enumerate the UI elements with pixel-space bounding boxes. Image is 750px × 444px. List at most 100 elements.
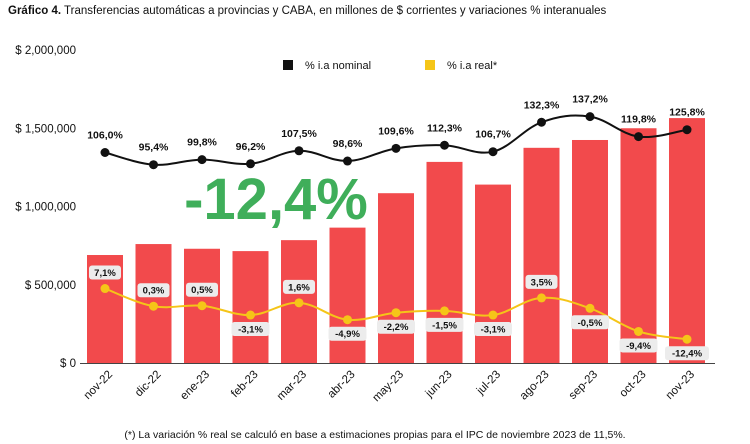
x-tick-label: dic-22 [133,369,164,400]
nominal-point [100,148,110,157]
real-data-label: -9,4% [626,341,651,352]
real-data-label-group: -3,1% [231,322,270,337]
real-data-label-box [186,282,218,297]
real-data-label-box [283,279,315,294]
real-data-label: -3,1% [238,325,263,336]
bar [572,139,608,363]
real-data-label-box [328,326,367,341]
real-data-label: 7,1% [94,268,116,279]
nominal-data-label: 125,8% [669,107,705,119]
real-data-label: 0,3% [143,286,165,297]
real-data-label-box [89,265,121,280]
real-data-label-group: -2,2% [377,319,415,334]
real-point [294,298,304,308]
nominal-point [585,112,595,122]
real-point [246,310,255,320]
real-point [537,293,546,303]
nominal-point [440,140,449,150]
nominal-point [682,125,692,135]
y-tick-label: $ 1,500,000 [15,123,76,135]
y-tick-label: $ 2,000,000 [15,45,76,57]
nominal-point [634,132,643,142]
nominal-data-label: 137,2% [572,94,608,106]
x-tick-label: jul-23 [474,369,503,398]
nominal-point [488,147,498,157]
x-tick-label: abr-23 [326,369,358,401]
nominal-point [197,155,207,165]
bar [426,161,463,363]
real-point [100,284,110,294]
real-data-label: -12,4% [672,349,703,360]
real-point [488,310,498,320]
legend-nominal-label: % i.a nominal [305,60,371,72]
x-tick-label: may-23 [371,369,407,405]
real-point [440,306,449,316]
legend-nominal-swatch [283,60,293,70]
real-data-label-group: -12,4% [665,346,709,361]
real-point [391,308,401,318]
nominal-data-label: 106,0% [87,130,123,142]
real-data-label-group: 7,1% [89,265,121,280]
real-data-label-box [525,274,558,289]
nominal-data-label: 106,7% [475,129,511,141]
nominal-point [294,146,304,156]
highlight-annotation: -12,4% [184,167,368,232]
bar [232,251,269,363]
x-tick-label: oct-23 [618,369,649,400]
real-data-label-group: -0,5% [571,315,609,330]
real-data-label-box [619,338,658,353]
real-data-label-box [571,315,609,330]
bar [669,118,705,363]
real-data-label: -4,9% [335,329,360,340]
real-data-label-box [137,283,170,298]
real-data-label: 3,5% [531,277,553,288]
real-data-label-group: -9,4% [619,338,658,353]
nominal-data-label: 95,4% [139,142,169,154]
real-data-label-group: 0,3% [137,283,170,298]
real-point [149,301,158,311]
chart-title: Gráfico 4. Transferencias automáticas a … [8,5,607,17]
nominal-point [537,117,546,127]
real-point [634,326,643,336]
real-data-label-box [474,322,512,337]
real-data-label-group: -1,5% [425,317,464,332]
nominal-point [391,143,401,153]
x-tick-label: ene-23 [178,369,212,403]
x-tick-label: nov-22 [82,369,115,402]
real-data-label: -0,5% [578,318,603,329]
real-data-label-box [377,319,415,334]
bar [620,128,657,363]
y-tick-label: $ 1,000,000 [15,202,76,214]
nominal-data-label: 119,8% [621,114,657,126]
bar [475,184,511,363]
real-data-label: 1,6% [288,282,310,293]
x-tick-label: jun-23 [423,369,455,401]
real-data-label-group: 1,6% [283,279,315,294]
nominal-point [246,159,255,169]
real-point [197,301,207,311]
nominal-data-label: 112,3% [427,122,463,134]
nominal-data-label: 99,8% [187,137,217,149]
footnote: (*) La variación % real se calculó en ba… [124,429,626,441]
bar [329,227,366,363]
legend-real-label: % i.a real* [447,60,498,72]
x-tick-label: nov-23 [664,369,697,402]
real-data-label: -1,5% [432,320,457,331]
real-point [343,315,352,325]
bar [523,147,560,363]
real-data-label-group: 0,5% [186,282,218,297]
nominal-data-label: 107,5% [281,128,317,140]
real-point [682,334,692,344]
nominal-point [149,160,158,170]
x-tick-label: feb-23 [229,369,261,401]
nominal-data-label: 132,3% [524,99,560,111]
x-tick-label: ago-23 [518,369,552,403]
real-data-label-group: -4,9% [328,326,367,341]
x-tick-label: mar-23 [275,369,309,403]
nominal-data-label: 96,2% [236,141,266,153]
bar [378,193,414,363]
real-data-label-box [425,317,464,332]
real-data-label-box [665,346,709,361]
x-tick-label: sep-23 [567,369,600,402]
